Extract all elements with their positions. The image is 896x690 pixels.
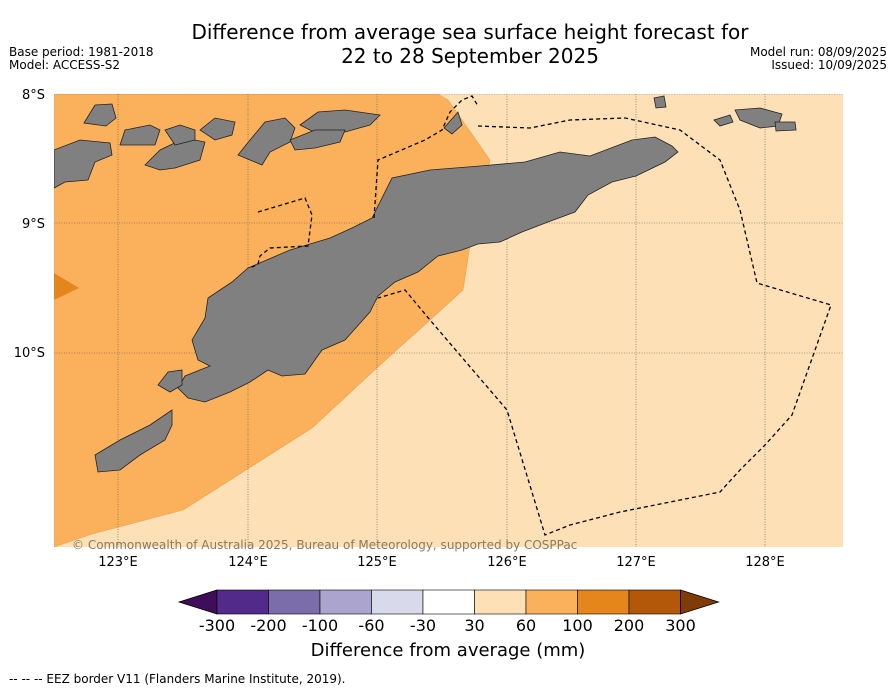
anomaly-band-100-200 <box>54 273 79 300</box>
colorbar-segment <box>577 589 630 615</box>
island-cluster-3 <box>289 129 346 151</box>
romang-island <box>443 111 463 135</box>
lon-label-5: 128°E <box>745 555 785 570</box>
eez-borders <box>249 95 832 536</box>
colorbar-label: Difference from average (mm) <box>310 640 586 661</box>
wetar-mid <box>144 137 206 171</box>
meta-right: Model run: 08/09/2025 Issued: 10/09/2025 <box>750 46 887 72</box>
map-title: Difference from average sea surface heig… <box>191 20 749 68</box>
island-ne-3 <box>774 121 797 132</box>
colorbar-segment <box>268 589 321 615</box>
colorbar-segment <box>628 589 681 615</box>
island-ne-4 <box>713 114 734 127</box>
wetar-east <box>237 117 296 166</box>
lon-label-1: 124°E <box>228 555 268 570</box>
colorbar-segments <box>177 589 720 615</box>
colorbar-tick-label: 100 <box>562 616 593 635</box>
colorbar: -300 -200 -100 -60 -30 30 60 100 200 300 <box>177 589 720 635</box>
model-run: Model run: 08/09/2025 <box>749 45 887 59</box>
eez-legend-note: -- -- -- EEZ border V11 (Flanders Marine… <box>9 672 346 686</box>
colorbar-segment <box>525 589 578 615</box>
lat-label-1: 9°S <box>22 217 45 232</box>
land-masses <box>54 95 797 473</box>
model-name: Model: ACCESS-S2 <box>9 58 121 72</box>
base-period: Base period: 1981-2018 <box>9 45 154 59</box>
meta-left: Base period: 1981-2018 Model: ACCESS-S2 <box>9 46 154 72</box>
lon-label-2: 125°E <box>357 555 397 570</box>
colorbar-tick-label: -300 <box>199 616 235 635</box>
colorbar-tick-label: 300 <box>665 616 696 635</box>
sawu-island <box>94 409 173 473</box>
colorbar-tick-label: 60 <box>516 616 536 635</box>
colorbar-tick-label: 200 <box>614 616 645 635</box>
timor-island <box>177 136 679 403</box>
colorbar-segment <box>319 589 372 615</box>
colorbar-segment <box>422 589 475 615</box>
lon-label-0: 123°E <box>98 555 138 570</box>
colorbar-ticks: -300 -200 -100 -60 -30 30 60 100 200 300 <box>199 616 696 635</box>
island-ne-1 <box>653 95 667 109</box>
colorbar-tick-label: 30 <box>464 616 484 635</box>
pantar-island <box>83 103 117 127</box>
colorbar-tick-label: -100 <box>302 616 338 635</box>
lon-label-4: 127°E <box>616 555 656 570</box>
island-cluster-2 <box>199 117 236 141</box>
atauro-island <box>157 369 183 393</box>
colorbar-segment <box>474 589 527 615</box>
wetar-west <box>119 124 161 146</box>
colorbar-tick-label: -60 <box>358 616 384 635</box>
island-cluster-1 <box>164 124 196 146</box>
lat-label-2: 10°S <box>14 346 45 361</box>
copyright-notice: © Commonwealth of Australia 2025, Bureau… <box>72 538 578 552</box>
colorbar-segment <box>371 589 424 615</box>
lat-label-0: 8°S <box>22 88 45 103</box>
lon-label-3: 126°E <box>487 555 527 570</box>
colorbar-tick-label: -200 <box>250 616 286 635</box>
alor-island <box>54 139 113 189</box>
colorbar-tick-label: -30 <box>410 616 436 635</box>
colorbar-extend-high <box>680 589 720 615</box>
issued-date: Issued: 10/09/2025 <box>771 58 887 72</box>
colorbar-segment <box>216 589 269 615</box>
colorbar-extend-low <box>177 589 218 615</box>
